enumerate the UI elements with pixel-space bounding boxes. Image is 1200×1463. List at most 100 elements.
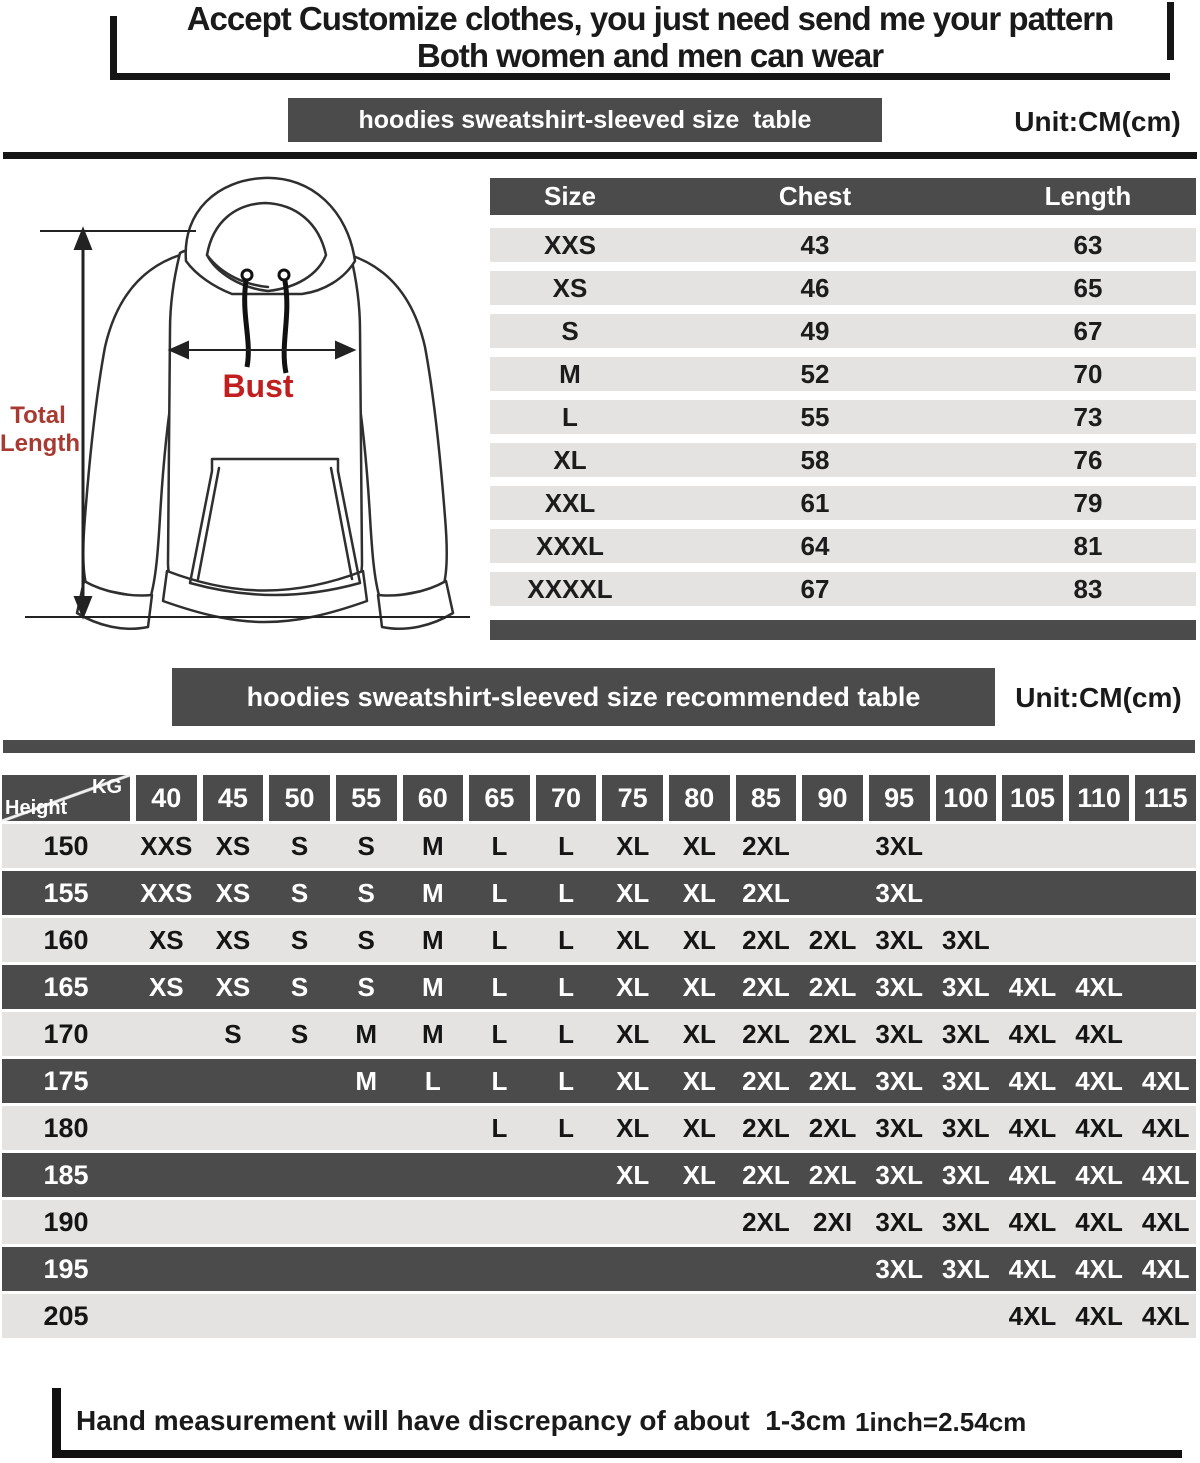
table-row: XXXXL 67 83	[490, 572, 1196, 606]
weight-column-header: 40	[136, 775, 197, 821]
cell: 64	[800, 530, 830, 561]
cell: 4XL	[1075, 1112, 1123, 1143]
cell: M	[559, 358, 581, 389]
page-title: Accept Customize clothes, you just need …	[100, 0, 1200, 74]
column-header-size: Size	[543, 181, 597, 211]
cell: 3XL	[875, 924, 924, 955]
hoodie-drawing	[75, 176, 455, 630]
cell: L	[558, 971, 574, 1002]
height-cell: 205	[43, 1300, 89, 1331]
recommended-table-header: KG Height 40 45 50 55 60 65 70 75 80 85 90 95 100 105…	[2, 775, 1196, 821]
table-row: M 52 70	[490, 357, 1196, 391]
cell: M	[355, 1065, 378, 1096]
cell: 2XI	[813, 1206, 853, 1237]
cell: XXXL	[536, 530, 604, 561]
cell: S	[357, 971, 375, 1002]
cell: 2XL	[742, 1206, 790, 1237]
cell: 3XL	[941, 1065, 990, 1096]
cell: 4XL	[1141, 1300, 1190, 1331]
cell: 2XL	[742, 1112, 790, 1143]
cell: 4XL	[1141, 1253, 1190, 1284]
cell: 65	[1073, 272, 1103, 303]
table-row: XXXL 64 81	[490, 529, 1196, 563]
cell: 2XL	[742, 971, 790, 1002]
weight-column-header: 60	[402, 775, 464, 821]
cell: 3XL	[941, 1159, 990, 1190]
measurement-note: Hand measurement will have discrepancy o…	[76, 1405, 847, 1436]
size-table-header: Size Chest Length	[490, 178, 1196, 215]
cell: 4XL	[1141, 1159, 1190, 1190]
cell: 4XL	[1008, 1300, 1057, 1331]
size-table-bottom-bar	[490, 620, 1196, 640]
cell: XL	[682, 830, 716, 861]
table-row: XS 46 65	[490, 271, 1196, 305]
cell: S	[357, 877, 375, 908]
cell: 43	[800, 229, 830, 260]
cell: L	[491, 924, 508, 955]
weight-column-header: 115	[1135, 775, 1196, 821]
table-row: 155 XXS XS S S M L L XL XL 2XL 3XL	[2, 871, 1196, 915]
cell: XL	[682, 1065, 716, 1096]
table-row: 175 M L L L XL XL 2XL 2XL 3XL 3XL 4XL 4XL 4XL	[2, 1059, 1196, 1103]
table-row: 195 3XL 3XL 4XL 4XL 4XL	[2, 1247, 1196, 1291]
cell: 4XL	[1075, 1159, 1123, 1190]
cell: L	[491, 971, 508, 1002]
table-row: XXS 43 63	[490, 228, 1196, 262]
bust-arrow	[167, 340, 357, 360]
height-cell: 195	[43, 1253, 89, 1284]
cell: M	[421, 877, 444, 908]
cell: 2XL	[808, 924, 857, 955]
cell: XL	[616, 1159, 650, 1190]
height-cell: 170	[43, 1018, 89, 1049]
corner-kg-label: KG	[92, 776, 122, 798]
cell: 3XL	[941, 1206, 990, 1237]
table-row: 150 XXS XS S S M L L XL XL 2XL 3XL	[2, 824, 1196, 868]
height-cell: 155	[43, 877, 89, 908]
cell: M	[421, 1018, 444, 1049]
cell: XL	[616, 1112, 650, 1143]
cell: 4XL	[1075, 1206, 1123, 1237]
title-bracket-right	[1167, 2, 1174, 60]
cell: S	[357, 924, 375, 955]
cell: 67	[1073, 315, 1103, 346]
cell: 73	[1073, 401, 1103, 432]
total-length-label-line1: Total	[10, 402, 66, 429]
table-row: XXL 61 79	[490, 486, 1196, 520]
cell: 58	[800, 444, 830, 475]
cell: 46	[800, 272, 830, 303]
cell: M	[421, 830, 444, 861]
table-row: XL 58 76	[490, 443, 1196, 477]
cell: XL	[616, 830, 650, 861]
cell: 3XL	[875, 971, 924, 1002]
cell: S	[290, 924, 309, 955]
middle-divider-bar	[3, 740, 1195, 753]
cell: 81	[1073, 530, 1103, 561]
cell: 4XL	[1075, 1065, 1123, 1096]
table-row: L 55 73	[490, 400, 1196, 434]
hoodie-diagram: Total Length Bust	[0, 176, 470, 630]
cell: 52	[800, 358, 830, 389]
recommended-table-body: 150 XXS XS S S M L L XL XL 2XL 3XL 155 XXS XS S S M L L XL XL…	[2, 824, 1196, 1338]
cell: S	[290, 971, 309, 1002]
cell: 3XL	[941, 971, 990, 1002]
table-row: 160 XS XS S S M L L XL XL 2XL 2XL 3XL 3XL	[2, 918, 1196, 962]
cell: 2XL	[742, 1159, 790, 1190]
cell: 49	[800, 315, 830, 346]
table-row: 180 L L XL XL 2XL 2XL 3XL 3XL 4XL 4XL 4XL	[2, 1106, 1196, 1150]
weight-column-header: 85	[735, 775, 797, 821]
cell: 3XL	[875, 1159, 924, 1190]
cell: L	[558, 1065, 574, 1096]
page-title-line1: Accept Customize clothes, you just need …	[186, 0, 1115, 37]
cell: 2XL	[808, 1112, 857, 1143]
table-row: S 49 67	[490, 314, 1196, 348]
recommended-table-banner: hoodies sweatshirt-sleeved size recommen…	[172, 668, 995, 726]
cell: XL	[616, 1018, 650, 1049]
cell: XS	[215, 924, 251, 955]
cell: XS	[148, 924, 184, 955]
column-header-length: Length	[1044, 181, 1132, 211]
cell: 76	[1073, 444, 1103, 475]
cell: XL	[682, 1112, 716, 1143]
drawstrings	[240, 268, 291, 374]
height-cell: 150	[43, 830, 89, 861]
cell: 4XL	[1008, 1018, 1057, 1049]
